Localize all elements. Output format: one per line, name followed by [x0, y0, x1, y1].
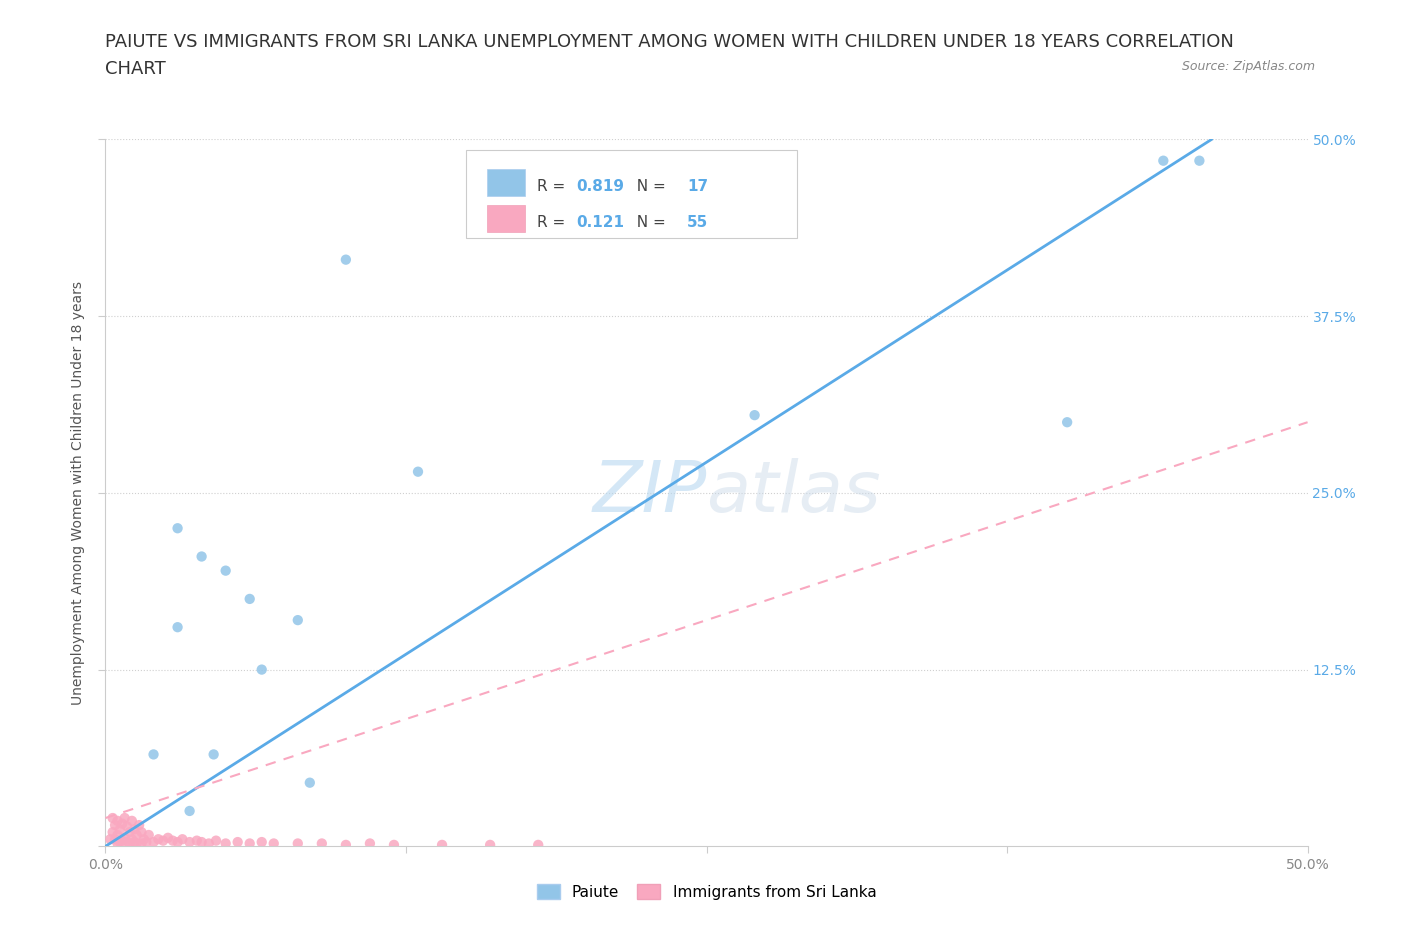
Point [202, 747, 225, 762]
Point [179, 804, 201, 818]
Point [190, 549, 212, 564]
Text: N =: N = [627, 179, 671, 193]
Point [479, 837, 502, 852]
Point [263, 836, 285, 851]
Point [114, 811, 136, 826]
Point [406, 464, 429, 479]
Point [287, 836, 309, 851]
Point [142, 834, 165, 849]
Point [124, 834, 146, 849]
Point [132, 831, 155, 846]
Point [198, 836, 221, 851]
Text: ZIP: ZIP [592, 458, 707, 527]
FancyBboxPatch shape [465, 150, 797, 238]
Point [214, 836, 236, 851]
Point [335, 837, 357, 852]
Point [250, 834, 273, 849]
Point [118, 825, 141, 840]
Text: R =: R = [537, 179, 571, 193]
Point [166, 619, 188, 634]
Text: 17: 17 [688, 179, 709, 193]
Point [128, 817, 150, 832]
Text: R =: R = [537, 215, 571, 231]
Text: PAIUTE VS IMMIGRANTS FROM SRI LANKA UNEMPLOYMENT AMONG WOMEN WITH CHILDREN UNDER: PAIUTE VS IMMIGRANTS FROM SRI LANKA UNEM… [105, 33, 1234, 50]
Text: Source: ZipAtlas.com: Source: ZipAtlas.com [1181, 60, 1315, 73]
Point [359, 836, 381, 851]
Point [430, 837, 453, 852]
Point [111, 817, 134, 831]
Point [166, 521, 188, 536]
Point [335, 252, 357, 267]
Point [382, 837, 405, 852]
Point [250, 662, 273, 677]
Point [107, 828, 129, 843]
Point [205, 833, 228, 848]
Point [118, 836, 141, 851]
Text: atlas: atlas [707, 458, 882, 527]
Point [214, 564, 236, 578]
Point [114, 830, 136, 845]
Point [152, 833, 174, 848]
Point [104, 817, 127, 832]
Point [1152, 153, 1174, 168]
Point [125, 836, 148, 851]
Text: CHART: CHART [105, 60, 166, 78]
Point [108, 834, 131, 849]
Point [107, 814, 129, 829]
Point [1056, 415, 1078, 430]
Point [186, 833, 208, 848]
FancyBboxPatch shape [486, 206, 524, 232]
Point [131, 825, 153, 840]
Point [190, 834, 212, 849]
Point [138, 828, 160, 843]
Point [98, 831, 121, 846]
Point [1188, 153, 1211, 168]
Point [239, 836, 262, 851]
Point [108, 822, 131, 837]
Point [111, 833, 134, 848]
Point [131, 836, 153, 851]
Point [104, 831, 127, 846]
Point [527, 837, 550, 852]
Point [166, 834, 188, 849]
Point [179, 834, 201, 849]
Point [172, 831, 194, 846]
Text: N =: N = [627, 215, 671, 231]
Point [744, 407, 766, 422]
FancyBboxPatch shape [486, 168, 524, 195]
Point [121, 814, 143, 829]
Point [162, 833, 184, 848]
Point [311, 836, 333, 851]
Point [156, 830, 179, 845]
Point [115, 834, 138, 849]
Point [287, 613, 309, 628]
Point [298, 776, 321, 790]
Point [135, 834, 157, 849]
Y-axis label: Unemployment Among Women with Children Under 18 years: Unemployment Among Women with Children U… [72, 281, 86, 705]
Point [226, 834, 249, 849]
Point [125, 828, 148, 843]
Text: 0.819: 0.819 [576, 179, 624, 193]
Text: 0.121: 0.121 [576, 215, 624, 231]
Point [115, 819, 138, 834]
Text: 55: 55 [688, 215, 709, 231]
Point [239, 591, 262, 606]
Point [107, 836, 129, 851]
Point [101, 825, 124, 840]
Legend: Paiute, Immigrants from Sri Lanka: Paiute, Immigrants from Sri Lanka [530, 878, 883, 906]
Point [142, 747, 165, 762]
Point [121, 831, 143, 846]
Point [101, 811, 124, 826]
Point [148, 831, 170, 846]
Point [124, 822, 146, 837]
